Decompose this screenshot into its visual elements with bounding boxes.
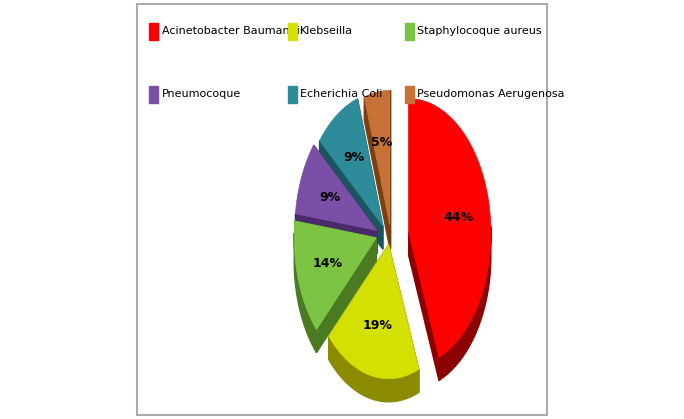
Polygon shape: [294, 221, 376, 330]
Polygon shape: [319, 141, 383, 249]
Text: 19%: 19%: [363, 319, 393, 332]
Polygon shape: [329, 336, 419, 402]
Polygon shape: [329, 245, 419, 379]
Polygon shape: [295, 221, 376, 261]
Polygon shape: [294, 233, 317, 353]
Polygon shape: [319, 98, 383, 226]
Polygon shape: [409, 98, 491, 357]
Polygon shape: [409, 233, 439, 380]
Polygon shape: [317, 238, 376, 353]
Bar: [287, 23, 297, 40]
Polygon shape: [389, 245, 419, 392]
Polygon shape: [295, 214, 377, 253]
Polygon shape: [365, 91, 390, 225]
Text: 44%: 44%: [444, 211, 474, 224]
Text: Acinetobacter Baumannii: Acinetobacter Baumannii: [162, 26, 303, 36]
Polygon shape: [295, 145, 377, 230]
Bar: [287, 86, 297, 103]
Text: Pseudomonas Aerugenosa: Pseudomonas Aerugenosa: [417, 89, 565, 99]
Polygon shape: [365, 97, 390, 248]
Text: Pneumocoque: Pneumocoque: [162, 89, 241, 99]
Bar: [149, 23, 159, 40]
Bar: [405, 23, 414, 40]
Text: 9%: 9%: [343, 151, 365, 164]
Text: Staphylocoque aureus: Staphylocoque aureus: [417, 26, 542, 36]
Polygon shape: [329, 245, 389, 360]
Text: Klebseilla: Klebseilla: [300, 26, 353, 36]
Bar: [149, 86, 159, 103]
Text: 14%: 14%: [313, 257, 343, 270]
Polygon shape: [313, 145, 377, 253]
Text: 9%: 9%: [319, 191, 341, 204]
Polygon shape: [358, 98, 383, 249]
Polygon shape: [439, 226, 491, 380]
Text: 5%: 5%: [371, 136, 393, 149]
Text: Echerichia Coli: Echerichia Coli: [300, 89, 382, 99]
Bar: [405, 86, 414, 103]
